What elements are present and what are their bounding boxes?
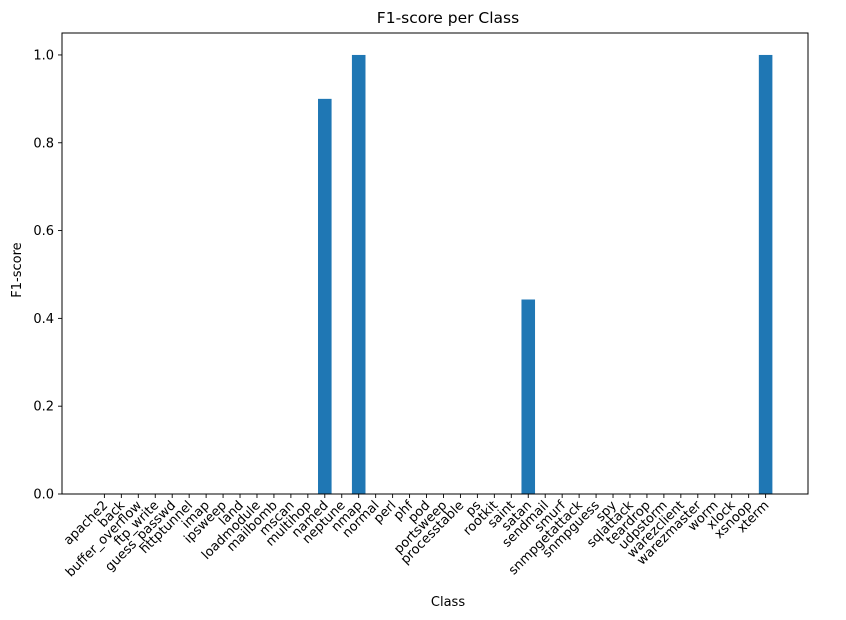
bar-named	[318, 98, 332, 494]
x-axis-label: Class	[431, 595, 465, 610]
bar-satan	[521, 299, 536, 494]
y-tick-label: 1.0	[33, 48, 54, 63]
y-tick-label: 0.6	[33, 224, 54, 239]
y-axis-label: F1-score	[10, 242, 25, 297]
y-axis: 0.0 0.2 0.4 0.6 0.8 1.0	[33, 48, 62, 503]
bar-xterm	[758, 54, 773, 494]
y-tick-label: 0.2	[33, 400, 54, 415]
bar-nmap	[351, 54, 366, 494]
y-tick-label: 0.8	[33, 136, 54, 151]
plot-frame	[61, 32, 809, 495]
x-axis: apache2backbuffer_overflowftp_writeguess…	[61, 494, 772, 580]
bars-group	[318, 54, 773, 494]
chart-title: F1-score per Class	[377, 9, 519, 27]
y-tick-label: 0.4	[33, 312, 54, 327]
y-tick-label: 0.0	[33, 488, 54, 503]
